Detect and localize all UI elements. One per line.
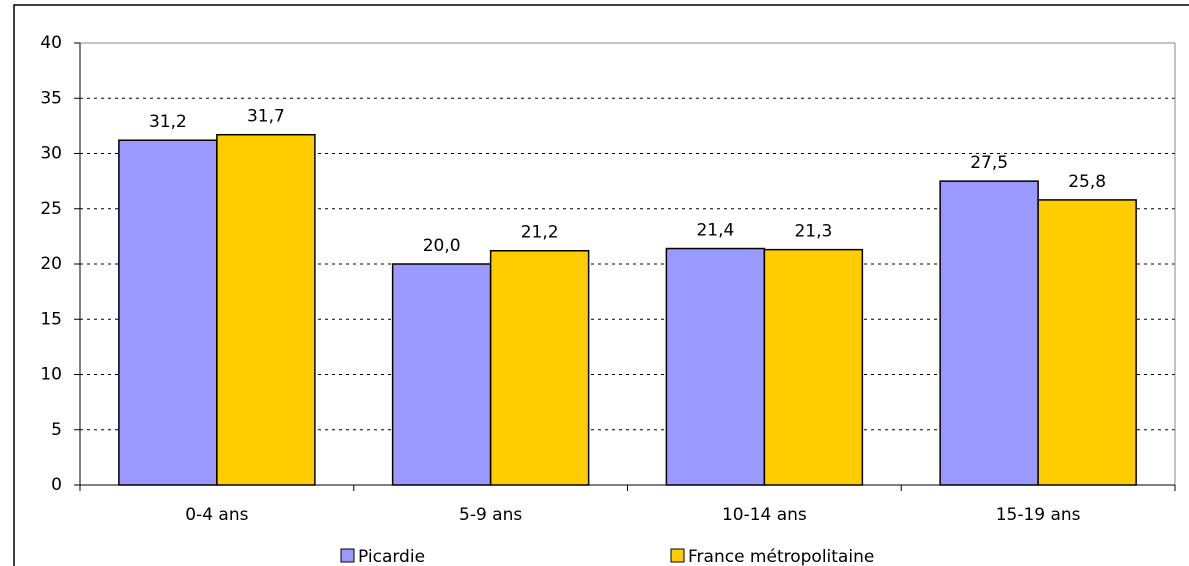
x-tick-label: 0-4 ans [185,505,248,525]
y-tick-label: 30 [40,144,62,164]
y-tick-label: 20 [40,254,62,274]
bar [216,133,316,486]
value-label: 27,5 [970,153,1008,173]
bar [665,247,766,486]
value-label: 25,8 [1068,172,1106,192]
value-label: 31,2 [149,112,187,132]
legend-swatch [670,548,685,563]
value-label: 21,4 [696,221,734,241]
x-tick-label: 5-9 ans [459,505,522,525]
value-label: 21,2 [521,223,559,243]
bar [1037,199,1137,486]
y-tick-label: 25 [40,199,62,219]
y-tick-label: 35 [40,88,62,108]
y-tick-label: 40 [40,33,62,53]
y-tick-label: 10 [40,365,62,385]
legend-swatch [340,548,355,563]
value-label: 31,7 [247,107,285,127]
x-tick-label: 15-19 ans [996,505,1081,525]
y-tick-label: 5 [51,420,62,440]
x-tick-label: 10-14 ans [722,505,807,525]
value-label: 20,0 [423,236,461,256]
bar [391,263,492,486]
value-label: 21,3 [794,222,832,242]
bar [763,248,864,486]
bar [118,139,218,486]
bar [939,180,1039,486]
bar [489,249,590,486]
y-tick-label: 0 [51,475,62,495]
legend-label: Picardie [358,547,425,566]
y-tick-label: 15 [40,309,62,329]
legend-label: France métropolitaine [688,547,874,566]
